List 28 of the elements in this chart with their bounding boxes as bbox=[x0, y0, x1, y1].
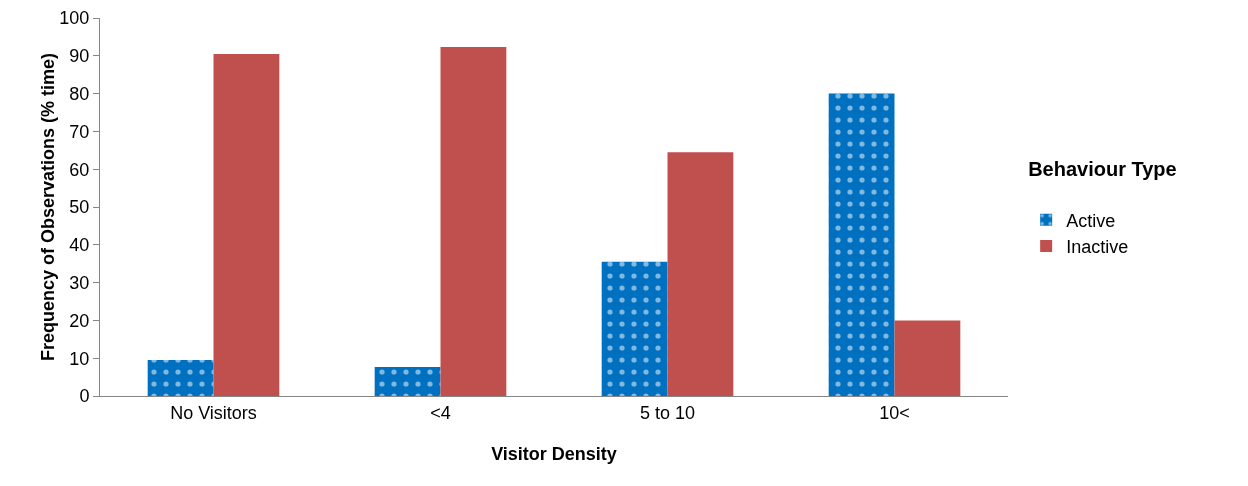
x-tick-label: No Visitors bbox=[170, 402, 257, 423]
legend-title: Behaviour Type bbox=[1028, 157, 1177, 180]
bar bbox=[601, 261, 668, 396]
y-tick-label: 10 bbox=[69, 348, 90, 369]
y-tick-label: 30 bbox=[69, 272, 90, 293]
y-tick-label: 70 bbox=[69, 121, 90, 142]
y-tick-label: 100 bbox=[59, 8, 90, 29]
y-axis-title: Frequency of Observations (% time) bbox=[38, 52, 58, 362]
x-tick-label: 5 to 10 bbox=[639, 402, 696, 423]
y-tick-label: 0 bbox=[79, 386, 90, 407]
y-tick-label: 80 bbox=[69, 83, 90, 104]
bar bbox=[894, 320, 961, 396]
y-tick-label: 40 bbox=[69, 235, 90, 256]
x-tick-label: 10< bbox=[879, 402, 910, 423]
y-tick-label: 60 bbox=[69, 159, 90, 180]
y-tick-label: 20 bbox=[69, 310, 90, 331]
y-tick-label: 50 bbox=[69, 197, 90, 218]
x-tick-label: <4 bbox=[430, 402, 451, 423]
text: Active bbox=[1066, 210, 1116, 231]
bar bbox=[213, 53, 280, 396]
legend-label: Inactive bbox=[1066, 237, 1129, 258]
bar bbox=[374, 366, 441, 396]
bar bbox=[828, 93, 895, 396]
x-axis-title: Visitor Density bbox=[491, 444, 617, 464]
bar bbox=[667, 152, 734, 396]
y-tick-label: 90 bbox=[69, 46, 90, 67]
bar bbox=[440, 47, 507, 396]
bar bbox=[147, 360, 214, 396]
